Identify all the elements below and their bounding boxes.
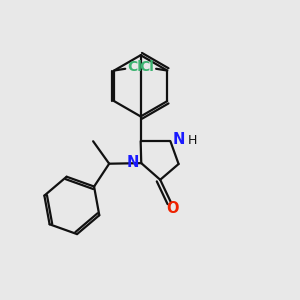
Text: N: N xyxy=(173,132,185,147)
Text: N: N xyxy=(127,155,139,170)
Text: H: H xyxy=(188,134,197,147)
Text: Cl: Cl xyxy=(139,60,154,74)
Text: O: O xyxy=(166,201,178,216)
Text: Cl: Cl xyxy=(127,60,142,74)
